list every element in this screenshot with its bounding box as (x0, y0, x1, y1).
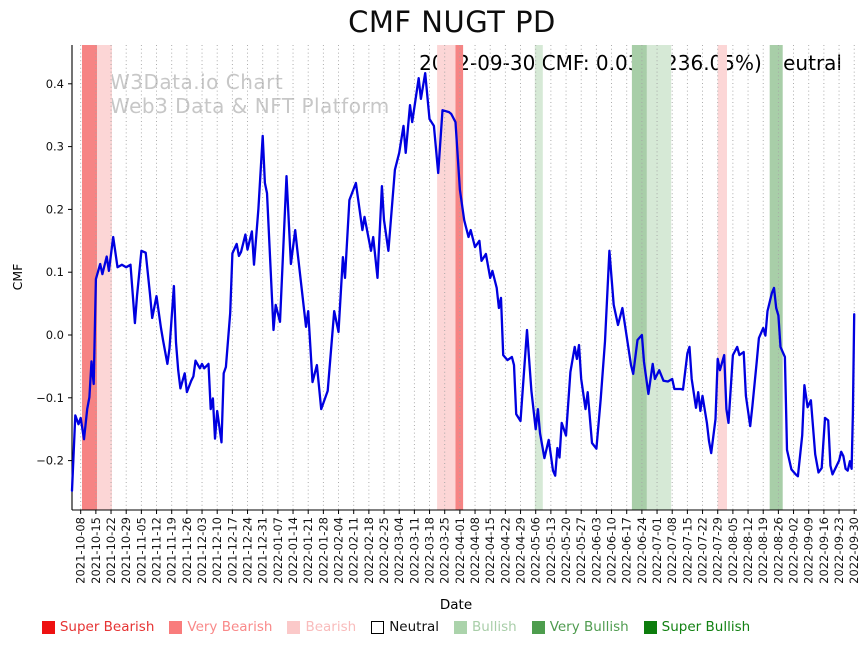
super-bullish-swatch-icon (643, 620, 657, 634)
x-tick-label: 2022-05-06 (529, 517, 543, 584)
x-tick-label: 2022-09-23 (832, 517, 846, 584)
legend-item-neutral: Neutral (371, 619, 439, 635)
x-tick-label: 2022-04-01 (453, 517, 467, 584)
x-axis-title: Date (439, 597, 473, 613)
y-tick-label: 0.3 (46, 140, 64, 154)
x-tick-label: 2022-06-10 (605, 517, 619, 584)
legend-label-neutral: Neutral (389, 619, 440, 635)
x-tick-label: 2022-07-22 (696, 517, 710, 584)
x-tick-label: 2022-04-08 (468, 517, 482, 584)
super-bearish-swatch-icon (41, 620, 55, 634)
x-tick-label: 2022-07-08 (665, 517, 679, 584)
x-tick-label: 2021-12-31 (256, 517, 270, 584)
x-tick-label: 2022-06-24 (635, 517, 649, 584)
x-tick-label: 2022-08-05 (726, 517, 740, 584)
x-tick-label: 2022-09-30 (847, 517, 861, 584)
legend: Super Bearish Very Bearish Bearish Neutral B… (40, 619, 752, 635)
x-tick-label: 2022-02-25 (377, 517, 391, 584)
x-tick-label: 2021-11-12 (150, 517, 164, 584)
x-tick-label: 2022-04-15 (483, 517, 497, 584)
x-tick-label: 2022-01-28 (316, 517, 330, 584)
y-tick-label: 0.4 (46, 77, 64, 91)
x-tick-label: 2022-02-04 (332, 517, 346, 584)
x-tick-label: 2022-02-18 (362, 517, 376, 584)
y-tick-label: −0.1 (36, 391, 64, 405)
x-tick-label: 2022-03-25 (438, 517, 452, 584)
watermark-line-1: W3Data.io Chart (110, 70, 284, 94)
sentiment-band-bearish (97, 45, 112, 510)
sentiment-band-very-bullish (631, 45, 647, 510)
legend-item-bullish: Bullish (454, 619, 517, 635)
legend-item-super-bearish: Super Bearish (41, 619, 155, 635)
sentiment-band-bearish (437, 45, 456, 510)
y-tick-label: 0.1 (46, 265, 64, 279)
x-tick-label: 2022-07-29 (711, 517, 725, 584)
x-tick-label: 2022-08-26 (771, 517, 785, 584)
x-tick-label: 2022-01-21 (301, 517, 315, 584)
x-tick-label: 2021-11-26 (180, 517, 194, 584)
x-tick-label: 2021-12-24 (241, 517, 255, 584)
x-tick-label: 2022-04-29 (514, 517, 528, 584)
sentiment-band-very-bearish (455, 45, 464, 510)
legend-label-super-bullish: Super Bullish (661, 619, 751, 635)
x-tick-label: 2021-12-17 (225, 517, 239, 584)
x-tick-label: 2022-09-16 (817, 517, 831, 584)
x-tick-label: 2021-10-08 (74, 517, 88, 584)
sentiment-band-very-bullish (769, 45, 783, 510)
x-tick-label: 2022-02-11 (347, 517, 361, 584)
legend-item-super-bullish: Super Bullish (643, 619, 751, 635)
sentiment-band-bullish (646, 45, 672, 510)
sentiment-band-very-bearish (82, 45, 97, 510)
legend-label-bearish: Bearish (305, 619, 357, 635)
neutral-swatch-icon (371, 620, 385, 634)
very-bearish-swatch-icon (169, 620, 183, 634)
x-tick-label: 2022-01-07 (271, 517, 285, 584)
x-tick-label: 2021-11-19 (165, 517, 179, 584)
bearish-swatch-icon (287, 620, 301, 634)
x-tick-label: 2022-08-12 (741, 517, 755, 584)
sentiment-band-bullish (534, 45, 543, 510)
legend-label-very-bearish: Very Bearish (187, 619, 273, 635)
x-tick-label: 2022-09-02 (787, 517, 801, 584)
legend-item-bearish: Bearish (287, 619, 356, 635)
bullish-swatch-icon (454, 620, 468, 634)
y-tick-label: 0.2 (46, 202, 64, 216)
x-tick-label: 2022-05-20 (559, 517, 573, 584)
chart-title: CMF NUGT PD (348, 5, 556, 39)
x-tick-label: 2022-03-04 (392, 517, 406, 584)
legend-label-very-bullish: Very Bullish (549, 619, 629, 635)
x-tick-label: 2022-08-19 (756, 517, 770, 584)
x-tick-label: 2021-12-10 (210, 517, 224, 584)
x-tick-label: 2022-09-09 (802, 517, 816, 584)
x-tick-label: 2022-04-22 (498, 517, 512, 584)
x-tick-label: 2021-10-29 (119, 517, 133, 584)
legend-item-very-bullish: Very Bullish (531, 619, 629, 635)
sentiment-band-bearish (717, 45, 727, 510)
x-tick-label: 2022-03-18 (423, 517, 437, 584)
cmf-line (70, 71, 856, 492)
x-tick-label: 2021-10-15 (89, 517, 103, 584)
y-tick-label: −0.2 (36, 454, 64, 468)
x-tick-label: 2022-07-01 (650, 517, 664, 584)
very-bullish-swatch-icon (531, 620, 545, 634)
x-tick-label: 2021-10-22 (104, 517, 118, 584)
legend-label-super-bearish: Super Bearish (59, 619, 155, 635)
x-tick-label: 2022-05-13 (544, 517, 558, 584)
x-tick-label: 2022-07-15 (680, 517, 694, 584)
legend-label-bullish: Bullish (472, 619, 517, 635)
x-tick-label: 2022-01-14 (286, 517, 300, 584)
x-tick-label: 2022-05-27 (574, 517, 588, 584)
y-tick-label: 0.0 (46, 328, 64, 342)
x-tick-label: 2021-11-05 (134, 517, 148, 584)
x-tick-label: 2022-06-03 (589, 517, 603, 584)
legend-item-very-bearish: Very Bearish (169, 619, 272, 635)
x-tick-label: 2021-12-03 (195, 517, 209, 584)
x-tick-label: 2022-03-11 (407, 517, 421, 584)
x-tick-label: 2022-06-17 (620, 517, 634, 584)
